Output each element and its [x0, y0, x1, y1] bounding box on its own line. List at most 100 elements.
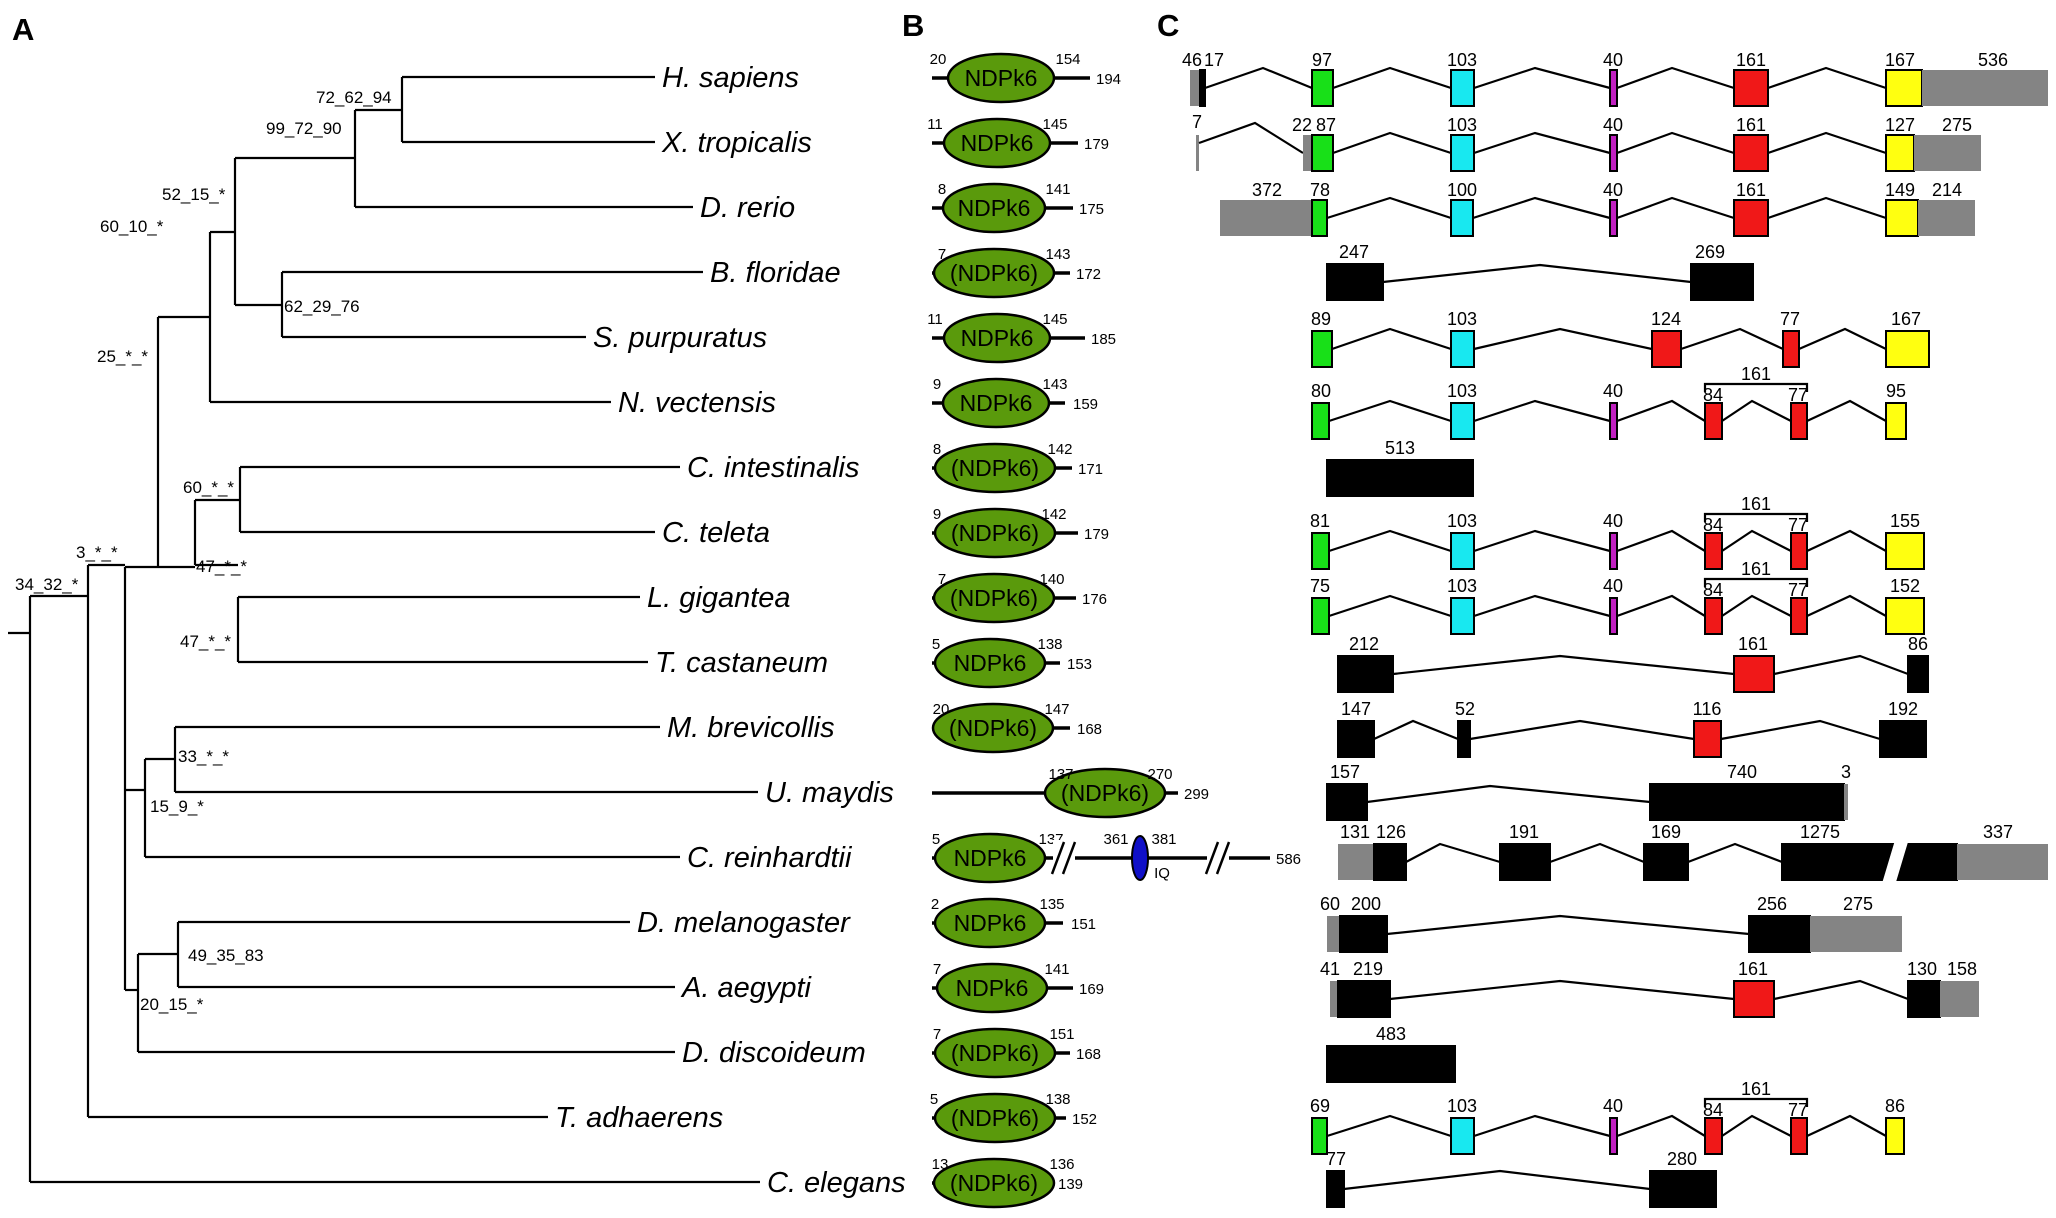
- intron-bracket: [1703, 382, 1809, 392]
- utr-block: [1844, 784, 1848, 820]
- protein-length: 151: [1071, 916, 1096, 933]
- node-support: 60_10_*: [100, 217, 164, 236]
- intron-line: [1549, 842, 1645, 864]
- exon-block: [1885, 597, 1925, 635]
- utr-block: [1327, 916, 1341, 952]
- exon-block: [1311, 199, 1328, 237]
- feature-length: 81: [1310, 511, 1330, 531]
- domain-end: 143: [1045, 246, 1070, 263]
- node-support: 52_15_*: [162, 185, 226, 204]
- intron-line: [1616, 66, 1735, 90]
- protein-length: 176: [1082, 591, 1107, 608]
- utr-block: [1914, 135, 1981, 171]
- exon-block: [1733, 134, 1769, 172]
- species-label: M. brevicollis: [667, 712, 835, 744]
- intron-line: [1473, 1114, 1611, 1138]
- exon-block: [1450, 134, 1475, 172]
- feature-length: 256: [1757, 894, 1787, 914]
- feature-length: 155: [1890, 511, 1920, 531]
- domain-label: (NDPk6): [1061, 780, 1149, 806]
- domain-label: NDPk6: [958, 195, 1031, 221]
- exon-block: [1885, 532, 1925, 570]
- intron-line: [1616, 131, 1735, 155]
- feature-length: 191: [1509, 822, 1539, 842]
- feature-length: 77: [1788, 385, 1808, 405]
- ndpk6-domain: [941, 377, 1051, 429]
- gene-model-row-11: 147 52 116 192: [1337, 699, 1927, 758]
- intron-line: [1473, 66, 1611, 90]
- iq-end: 381: [1151, 831, 1176, 848]
- domain-end: 154: [1055, 51, 1080, 68]
- node-support: 20_15_*: [140, 995, 204, 1014]
- exon-block: [1733, 655, 1775, 693]
- panel-label-a: A: [12, 12, 34, 47]
- domain-label: NDPk6: [956, 975, 1029, 1001]
- node-support: 60_*_*: [183, 478, 234, 497]
- utr-block: [1338, 844, 1376, 880]
- intron-line: [1721, 1114, 1792, 1137]
- feature-length: 60: [1320, 894, 1340, 914]
- species-label: T. adhaerens: [555, 1102, 723, 1134]
- utr-block: [1918, 200, 1975, 236]
- domain-start: 20: [930, 51, 947, 68]
- intron-line: [1366, 784, 1651, 804]
- intron-line: [1616, 594, 1706, 618]
- feature-length: 219: [1353, 959, 1383, 979]
- intron-bracket: [1703, 1097, 1809, 1107]
- feature-length: 103: [1447, 1096, 1477, 1116]
- domain-label: (NDPk6): [950, 585, 1038, 611]
- intron-line: [1472, 196, 1611, 220]
- exon-block: [1499, 843, 1551, 881]
- feature-length: 3: [1841, 762, 1851, 782]
- gene-model-row-14: 60 200 256 275: [1320, 894, 1902, 953]
- domain-start: 8: [938, 181, 946, 198]
- exon-block: [1311, 1117, 1328, 1155]
- domain-label: (NDPk6): [951, 520, 1039, 546]
- domain-label: (NDPk6): [950, 1170, 1038, 1196]
- domain-end: 142: [1047, 441, 1072, 458]
- intron-line: [1386, 914, 1750, 936]
- feature-length: 161: [1736, 115, 1766, 135]
- ndpk6-domain: [942, 117, 1052, 169]
- panel-label-c: C: [1157, 8, 1179, 43]
- protein-length: 179: [1084, 136, 1109, 153]
- domain-label: (NDPk6): [951, 455, 1039, 481]
- feature-length: 103: [1447, 115, 1477, 135]
- ndpk6-domain: [933, 1027, 1057, 1079]
- intron-line: [1616, 399, 1706, 423]
- utr-block: [1810, 916, 1902, 952]
- iq-start: 361: [1103, 831, 1128, 848]
- domain-end: 138: [1037, 636, 1062, 653]
- protein-length: 159: [1073, 396, 1098, 413]
- feature-length: 97: [1312, 50, 1332, 70]
- feature-length: 192: [1888, 699, 1918, 719]
- node-support: 49_35_83: [188, 946, 264, 965]
- feature-length: 161: [1738, 634, 1768, 654]
- feature-length: 103: [1447, 576, 1477, 596]
- domain-label: NDPk6: [961, 325, 1034, 351]
- intron-line: [1326, 1114, 1452, 1138]
- intron-line: [1680, 327, 1784, 351]
- intron-line: [1328, 399, 1452, 423]
- exon-block: [1649, 783, 1845, 821]
- intron-line: [1798, 327, 1887, 351]
- exon-block: [1609, 1117, 1618, 1155]
- gene-model-row-6: 80 103 40 84 161 77 95: [1311, 364, 1907, 440]
- feature-length: 247: [1339, 242, 1369, 262]
- feature-length: 337: [1983, 822, 2013, 842]
- domain-start: 137: [1048, 766, 1073, 783]
- species-label: C. elegans: [767, 1167, 906, 1199]
- axis-break-icon: [1882, 841, 1908, 883]
- domain-end: 138: [1045, 1091, 1070, 1108]
- exon-block: [1885, 199, 1919, 237]
- exon-block: [1782, 330, 1800, 368]
- protein-length: 586: [1276, 851, 1301, 868]
- feature-length: 200: [1351, 894, 1381, 914]
- exon-block: [1733, 69, 1769, 107]
- intron-line: [1720, 719, 1881, 741]
- intron-line: [1473, 529, 1611, 553]
- domain-start: 5: [932, 831, 940, 848]
- intron-line: [1343, 1169, 1651, 1191]
- node-support: 47_*_*: [196, 557, 247, 576]
- axis-break-icon: [1050, 840, 1077, 876]
